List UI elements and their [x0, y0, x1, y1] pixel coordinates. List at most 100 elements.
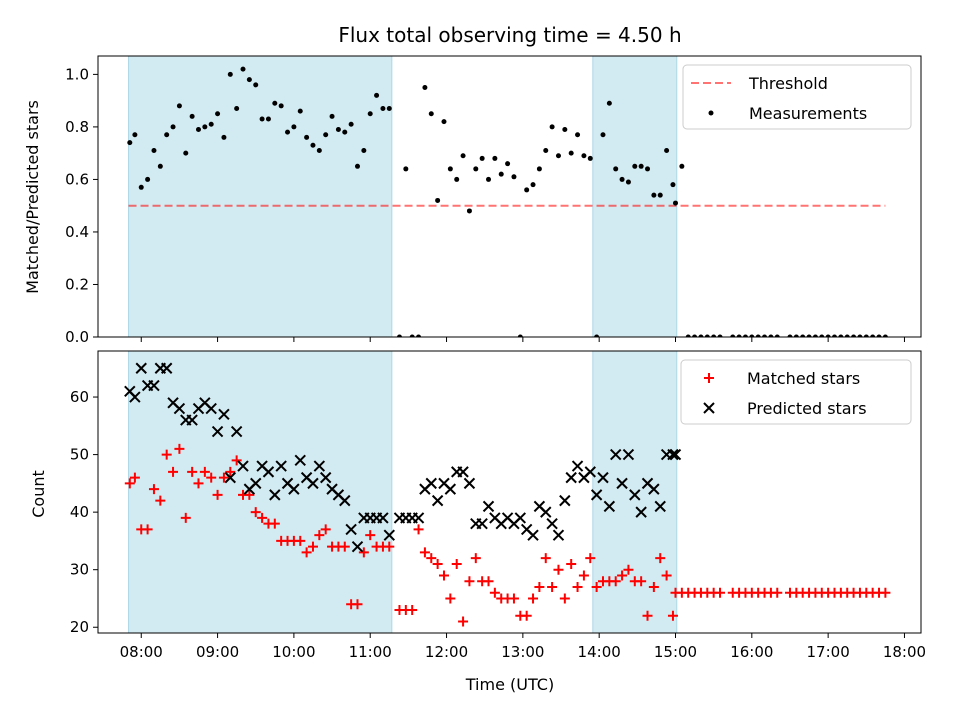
matched-star-point — [407, 604, 418, 615]
y-tick-label: 0.4 — [65, 223, 89, 241]
measurement-point — [189, 113, 195, 119]
x-tick-label: 08:00 — [120, 643, 163, 661]
measurement-point — [543, 148, 549, 154]
measurement-point — [632, 163, 638, 169]
measurement-point — [403, 166, 409, 172]
matched-star-point — [655, 553, 666, 564]
matched-star-point — [445, 593, 456, 604]
matched-star-point — [438, 570, 449, 581]
matched-star-point — [250, 507, 261, 518]
measurement-point — [657, 192, 663, 198]
matched-star-point — [585, 553, 596, 564]
predicted-star-point — [211, 425, 224, 438]
predicted-star-point — [186, 414, 198, 426]
matched-star-point — [384, 541, 395, 552]
top-panel: 0.0 0.2 0.4 0.6 0.8 1.0 Threshold Measurements — [65, 55, 922, 346]
matched-star-point — [591, 581, 602, 592]
matched-star-point — [489, 587, 500, 598]
predicted-star-point — [648, 483, 660, 495]
matched-star-point — [142, 524, 153, 535]
matched-star-point — [155, 495, 166, 506]
matched-star-point — [534, 581, 545, 592]
predicted-star-point — [237, 460, 249, 472]
matched-star-point — [218, 472, 229, 483]
predicted-star-point — [514, 512, 527, 524]
predicted-star-point — [294, 454, 306, 467]
legend-label: Measurements — [749, 104, 867, 123]
predicted-star-point — [546, 517, 558, 530]
measurement-point — [291, 124, 297, 130]
predicted-star-point — [457, 466, 469, 478]
legend-box — [680, 359, 912, 425]
y-tick-label: 40 — [70, 503, 89, 521]
predicted-star-point — [262, 466, 275, 478]
predicted-star-point — [250, 477, 262, 490]
measurement-point — [625, 179, 631, 185]
predicted-star-point — [269, 489, 281, 501]
matched-star-point — [129, 472, 140, 483]
predicted-star-point — [527, 529, 539, 541]
measurement-point — [170, 124, 176, 130]
matched-star-point — [464, 576, 475, 587]
top-y-axis-label: Matched/Predicted stars — [23, 100, 42, 294]
measurement-point — [664, 148, 670, 154]
matched-star-point — [572, 581, 583, 592]
matched-star-point — [521, 610, 532, 621]
matched-star-point — [642, 610, 653, 621]
measurement-point — [127, 140, 133, 146]
measurement-point — [361, 148, 367, 154]
x-tick-label: 10:00 — [272, 643, 315, 661]
measurement-point — [367, 111, 373, 117]
measurement-point — [651, 192, 657, 198]
measurement-point — [587, 155, 593, 161]
measurement-point — [638, 163, 644, 169]
predicted-star-point — [313, 460, 326, 472]
shaded-interval — [128, 351, 393, 633]
predicted-star-point — [616, 477, 628, 490]
measurement-point — [416, 334, 422, 337]
measurement-point — [857, 334, 863, 337]
x-tick-label: 17:00 — [807, 643, 850, 661]
measurement-point — [672, 200, 678, 206]
predicted-star-point — [148, 379, 160, 392]
measurement-point — [555, 153, 561, 159]
y-tick-label: 60 — [70, 388, 89, 406]
measurement-point — [323, 132, 329, 138]
x-tick-label: 16:00 — [730, 643, 773, 661]
measurement-point — [435, 197, 441, 203]
measurement-point — [240, 66, 246, 72]
y-tick-label: 20 — [70, 618, 89, 636]
predicted-star-point — [412, 512, 425, 524]
measurement-point — [227, 71, 233, 77]
measurement-point — [698, 334, 704, 337]
predicted-star-point — [610, 448, 622, 461]
bottom-panel: 20 30 40 50 60 08:00 09:00 10:00 11:00 12:00 13:00… — [70, 350, 926, 661]
measurement-point — [882, 334, 888, 337]
measurement-point — [272, 100, 278, 106]
measurement-point — [549, 124, 555, 130]
measurement-point — [762, 334, 768, 337]
measurement-point — [492, 155, 498, 161]
matched-star-point — [432, 558, 443, 569]
measurement-point — [819, 334, 825, 337]
matched-star-point — [124, 478, 135, 489]
legend-matched-marker — [704, 373, 714, 383]
measurement-point — [428, 111, 434, 117]
predicted-star-point — [584, 466, 596, 478]
predicted-star-point — [345, 523, 357, 536]
measurement-point — [316, 148, 322, 154]
matched-star-point — [617, 570, 628, 581]
shaded-interval — [592, 56, 678, 337]
x-tick-label: 15:00 — [654, 643, 697, 661]
measurement-point — [530, 182, 536, 188]
matched-star-point — [880, 587, 891, 598]
y-tick-label: 30 — [70, 561, 89, 579]
measurement-point — [711, 334, 717, 337]
measurement-point — [195, 127, 201, 133]
measurement-point — [479, 155, 485, 161]
measurement-point — [670, 182, 676, 188]
predicted-star-point — [288, 483, 300, 495]
measurement-point — [466, 208, 472, 214]
measurement-point — [755, 334, 761, 337]
y-tick-label: 0.0 — [65, 328, 89, 346]
